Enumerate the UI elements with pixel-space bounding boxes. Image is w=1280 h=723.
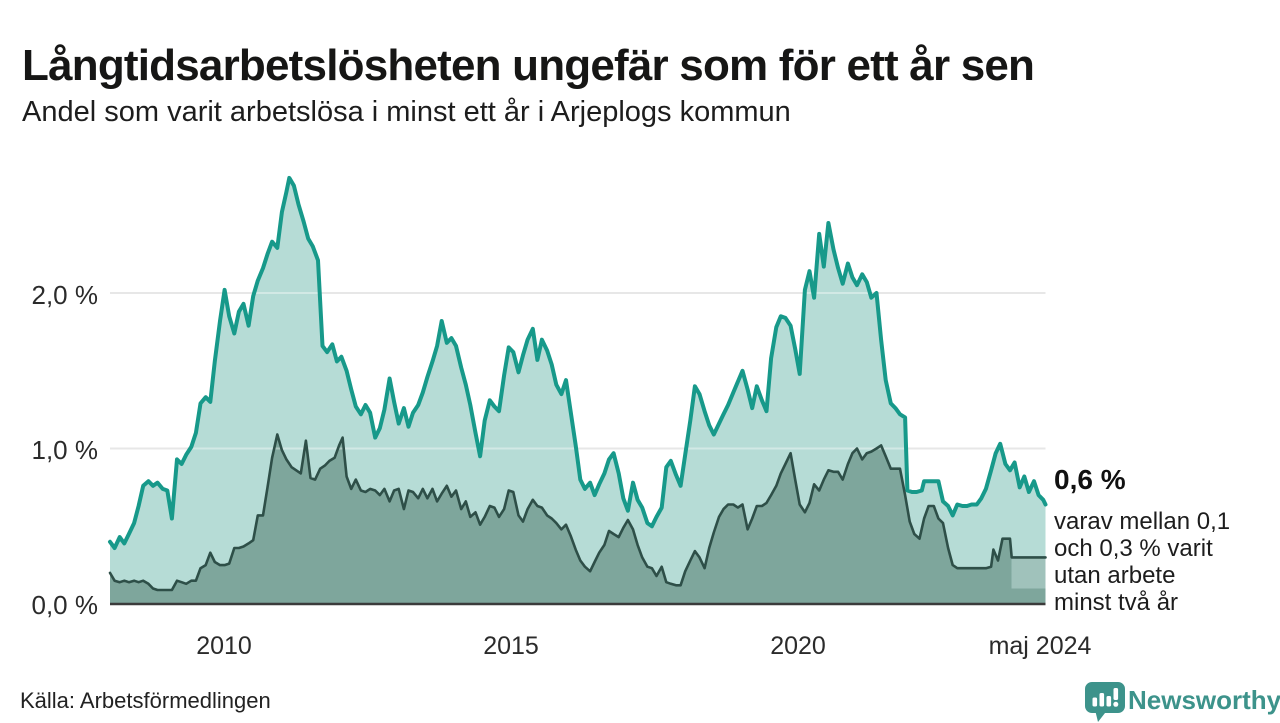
- source-attribution: Källa: Arbetsförmedlingen: [20, 688, 271, 713]
- annotation-note-line: varav mellan 0,1: [1054, 508, 1231, 535]
- page-subtitle: Andel som varit arbetslösa i minst ett å…: [22, 96, 791, 128]
- annotation-note-line: minst två år: [1054, 589, 1179, 616]
- annotation-note-line: utan arbete: [1054, 562, 1176, 589]
- y-tick-label-0: 0,0 %: [31, 590, 99, 620]
- page-title: Långtidsarbetslösheten ungefär som för e…: [22, 41, 1035, 91]
- latest-value-label: 0,6 %: [1054, 464, 1126, 495]
- annotation-note-line: och 0,3 % varit: [1054, 535, 1213, 562]
- x-tick-label-2020: 2020: [770, 632, 826, 660]
- y-tick-label-1: 1,0 %: [31, 435, 99, 465]
- x-tick-label-maj-2024: maj 2024: [988, 632, 1092, 660]
- x-tick-label-2015: 2015: [483, 632, 539, 660]
- y-tick-label-2: 2,0 %: [31, 280, 99, 310]
- x-tick-label-2010: 2010: [196, 632, 252, 660]
- newsworthy-wordmark: Newsworthy: [1128, 685, 1280, 715]
- newsworthy-logo-icon: [1085, 682, 1125, 722]
